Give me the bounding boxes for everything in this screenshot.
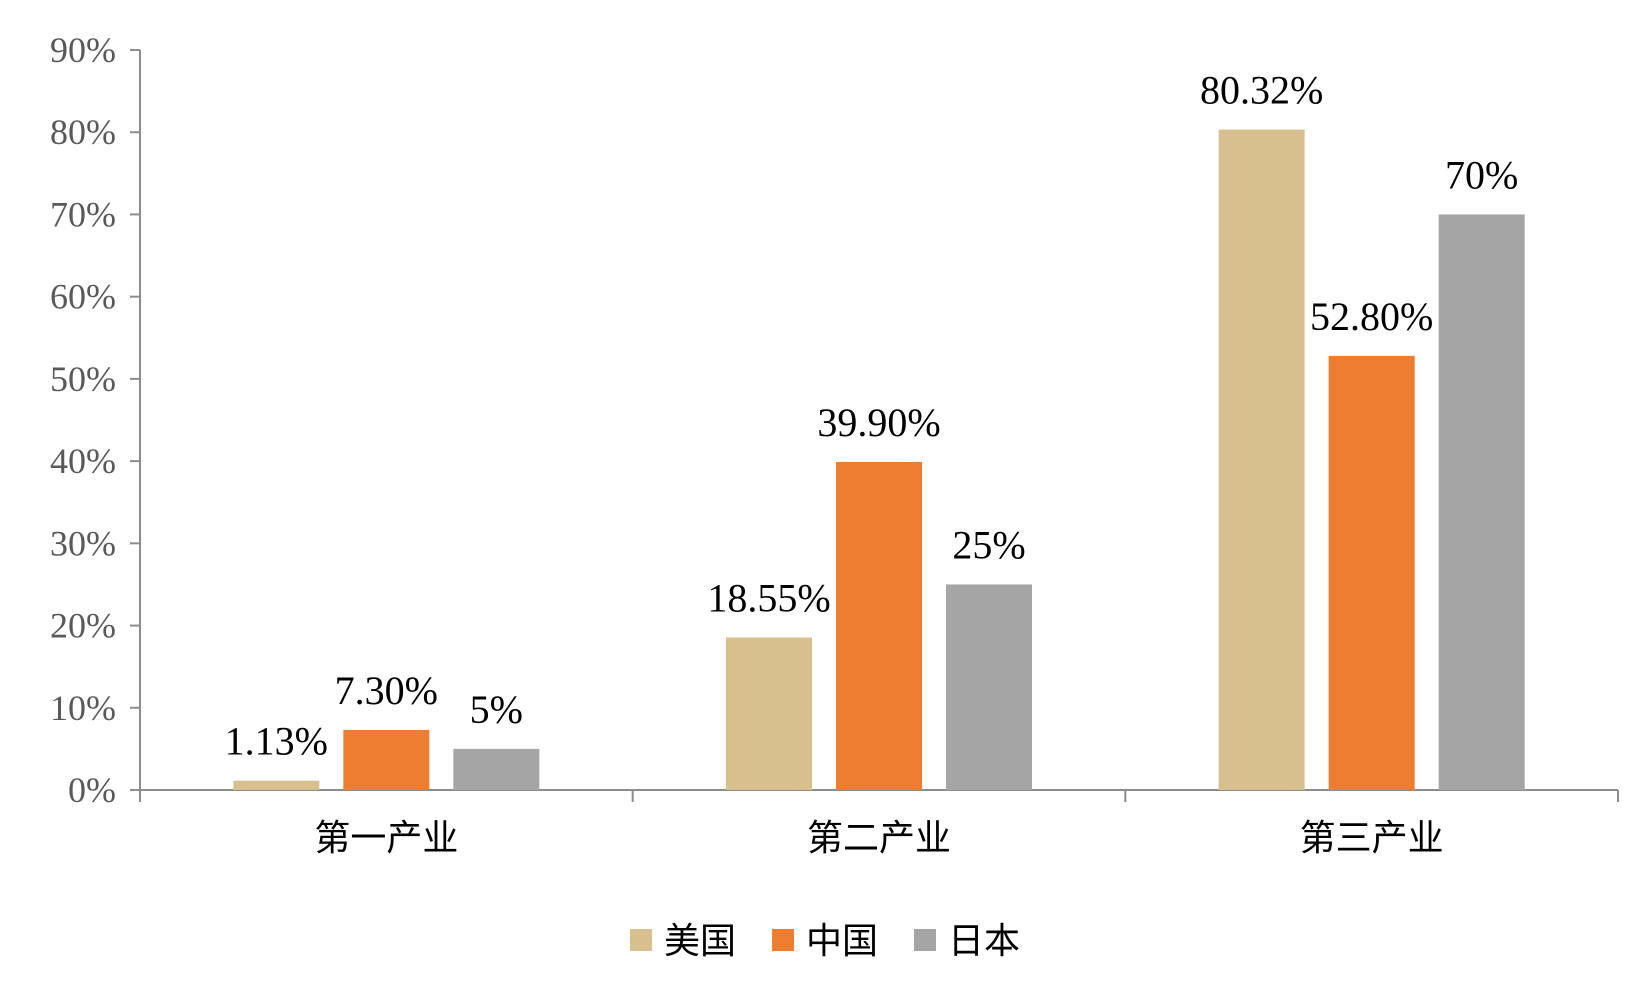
data-label: 5% [470,687,523,732]
data-label: 25% [952,522,1025,567]
y-tick-label: 70% [50,194,116,234]
data-label: 39.90% [817,400,940,445]
legend-label: 美国 [664,921,736,962]
data-label: 1.13% [225,719,328,764]
y-tick-label: 50% [50,359,116,399]
data-label: 18.55% [707,575,830,620]
bar [1218,129,1305,790]
data-label: 70% [1445,152,1518,197]
data-label: 80.32% [1200,68,1323,113]
bar [726,637,812,790]
legend-label: 中国 [806,921,878,962]
bar [453,748,540,790]
y-tick-label: 60% [50,277,116,317]
legend-label: 日本 [948,921,1020,962]
y-axis: 0% 10% 20% 30% 40% 50% 60% 70% 80% 90% [50,30,141,810]
legend: 美国 中国 日本 [630,921,1020,962]
bars [233,129,1525,790]
x-category-label: 第三产业 [1300,818,1444,859]
y-tick-label: 90% [50,30,116,70]
x-category-label: 第二产业 [807,818,951,859]
bar [233,780,320,790]
legend-swatch [772,929,794,951]
y-tick-label: 40% [50,441,116,481]
data-label: 52.80% [1310,294,1433,339]
y-tick-label: 80% [50,112,116,152]
bar [1438,214,1525,790]
y-tick-label: 0% [68,770,116,810]
data-labels: 1.13% 18.55% 80.32% 7.30% 39.90% 52.80% 5% 25% 7… [225,68,1519,764]
bar [836,461,922,790]
data-label: 7.30% [335,668,438,713]
bar [343,729,430,790]
y-tick-label: 30% [50,523,116,563]
y-tick-label: 10% [50,688,116,728]
bar [1328,355,1415,790]
bar [946,584,1032,790]
x-category-label: 第一产业 [314,818,458,859]
y-tick-label: 20% [50,606,116,646]
legend-swatch [914,929,936,951]
legend-swatch [630,929,652,951]
x-axis: 第一产业 第二产业 第三产业 [139,789,1619,859]
